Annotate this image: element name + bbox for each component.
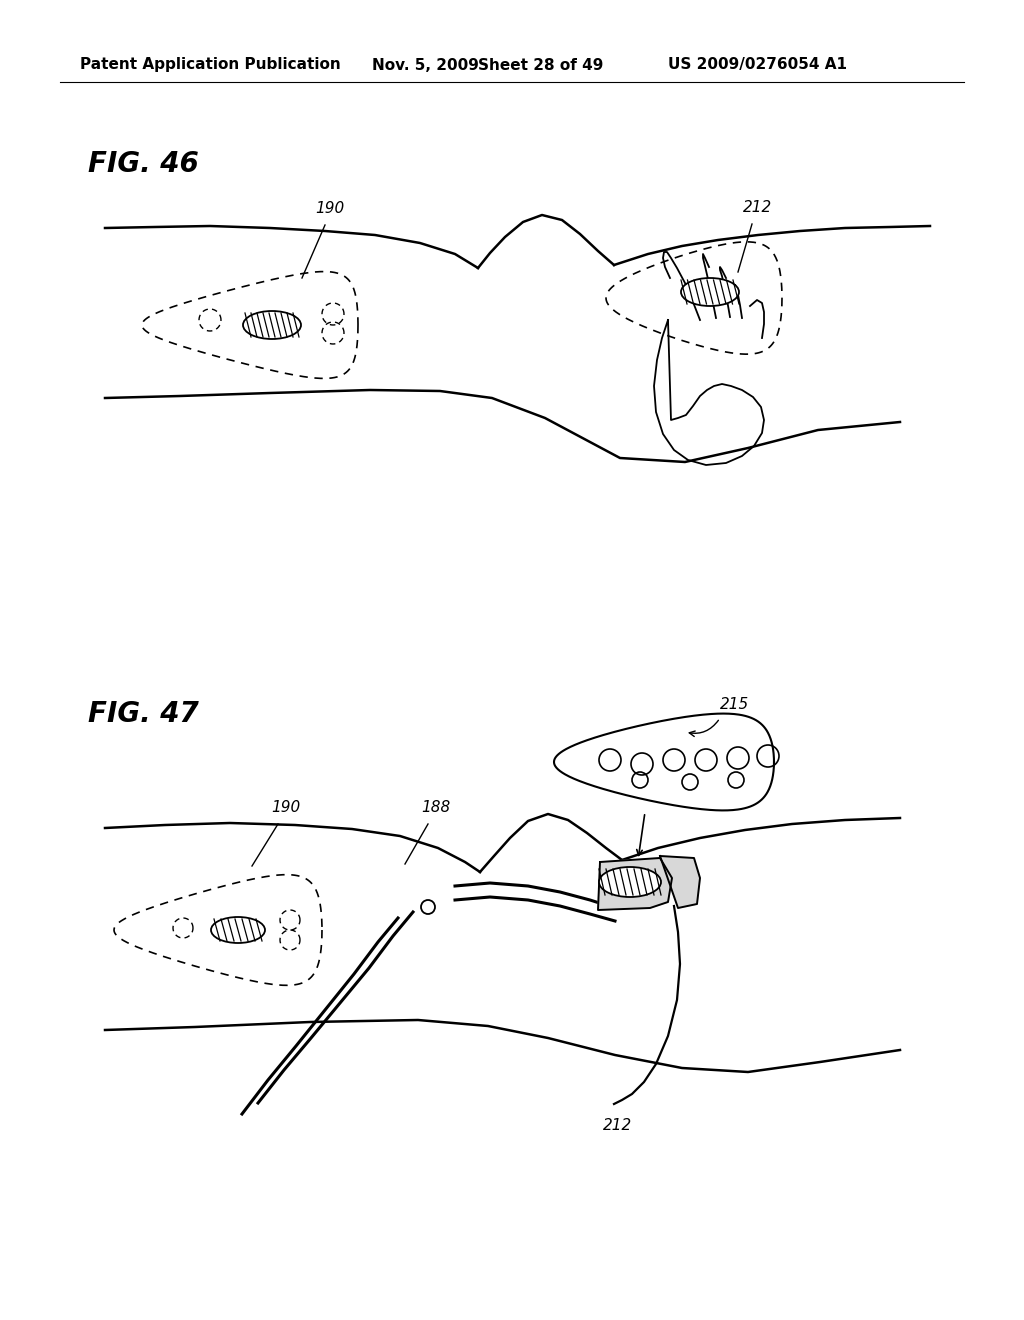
Text: 212: 212: [603, 1118, 633, 1133]
Ellipse shape: [243, 312, 301, 339]
Ellipse shape: [421, 900, 435, 913]
Text: 188: 188: [421, 800, 451, 814]
Text: 190: 190: [315, 201, 345, 216]
Text: Nov. 5, 2009: Nov. 5, 2009: [372, 58, 479, 73]
Text: Sheet 28 of 49: Sheet 28 of 49: [478, 58, 603, 73]
Text: Patent Application Publication: Patent Application Publication: [80, 58, 341, 73]
Text: 212: 212: [743, 201, 773, 215]
Text: 190: 190: [271, 800, 301, 814]
Text: FIG. 46: FIG. 46: [88, 150, 199, 178]
Ellipse shape: [599, 867, 662, 898]
Ellipse shape: [211, 917, 265, 942]
Polygon shape: [660, 855, 700, 908]
Text: US 2009/0276054 A1: US 2009/0276054 A1: [668, 58, 847, 73]
Text: FIG. 47: FIG. 47: [88, 700, 199, 729]
Polygon shape: [598, 858, 672, 909]
Ellipse shape: [681, 279, 739, 306]
Text: 215: 215: [720, 697, 750, 711]
